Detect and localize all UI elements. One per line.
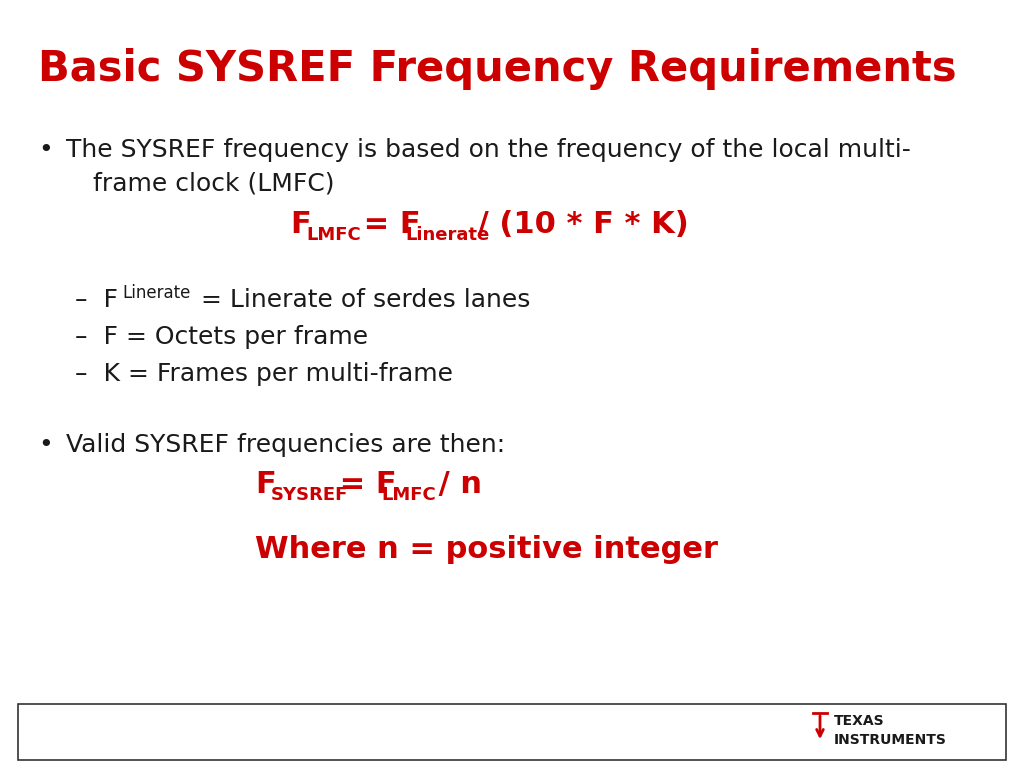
Text: •: •	[38, 138, 53, 162]
Text: –  F: – F	[75, 288, 118, 312]
Text: –  F = Octets per frame: – F = Octets per frame	[75, 325, 368, 349]
Text: The SYSREF frequency is based on the frequency of the local multi-: The SYSREF frequency is based on the fre…	[66, 138, 911, 162]
Text: TEXAS: TEXAS	[834, 714, 885, 728]
Text: Where n = positive integer: Where n = positive integer	[255, 535, 718, 564]
Text: Basic SYSREF Frequency Requirements: Basic SYSREF Frequency Requirements	[38, 48, 956, 90]
Text: / n: / n	[428, 470, 482, 499]
Bar	[18, 704, 1006, 760]
Text: = F: = F	[329, 470, 396, 499]
Text: F: F	[290, 210, 310, 239]
Text: Linerate: Linerate	[122, 284, 190, 302]
Text: / (10 * F * K): / (10 * F * K)	[467, 210, 689, 239]
Text: LMFC: LMFC	[306, 226, 360, 244]
Text: INSTRUMENTS: INSTRUMENTS	[834, 733, 947, 747]
Text: •: •	[38, 433, 53, 457]
Text: frame clock (LMFC): frame clock (LMFC)	[93, 171, 335, 195]
Text: Valid SYSREF frequencies are then:: Valid SYSREF frequencies are then:	[66, 433, 505, 457]
Text: = Linerate of serdes lanes: = Linerate of serdes lanes	[193, 288, 530, 312]
Text: 29: 29	[961, 718, 980, 733]
Text: = F: = F	[353, 210, 421, 239]
Text: LMFC: LMFC	[381, 486, 436, 504]
Text: –  K = Frames per multi-frame: – K = Frames per multi-frame	[75, 362, 453, 386]
Text: F: F	[255, 470, 275, 499]
Text: Linerate: Linerate	[406, 226, 489, 244]
Text: SYSREF: SYSREF	[271, 486, 348, 504]
